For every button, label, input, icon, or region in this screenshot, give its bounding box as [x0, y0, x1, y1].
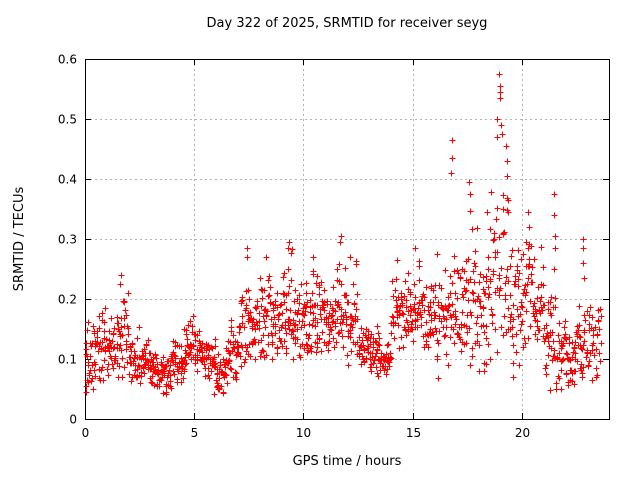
- plot-frame: [85, 59, 610, 420]
- y-tick-label: 0.5: [58, 113, 77, 127]
- y-tick-label: 0.2: [58, 293, 77, 307]
- y-tick-label: 0.4: [58, 173, 77, 187]
- tick-label-layer: 0 5 10 15 20 0 0.1 0.2 0.3 0.4 0.5 0.6: [58, 53, 530, 441]
- x-tick-label: 15: [406, 426, 421, 440]
- plot-border: [85, 59, 610, 420]
- x-tick-label: 0: [82, 426, 90, 440]
- x-axis-label: GPS time / hours: [293, 454, 402, 469]
- y-axis-label: SRMTID / TECUs: [12, 187, 27, 292]
- x-tick-label: 10: [296, 426, 311, 440]
- y-tick-label: 0.3: [58, 233, 77, 247]
- chart-title: Day 322 of 2025, SRMTID for receiver sey…: [207, 16, 488, 31]
- data-point-markers: [83, 71, 605, 398]
- x-tick-label: 20: [515, 426, 530, 440]
- x-tick-label: 5: [191, 426, 199, 440]
- scatter-points: [83, 71, 605, 398]
- y-tick-label: 0.6: [58, 53, 77, 67]
- y-tick-label: 0.1: [58, 353, 77, 367]
- y-tick-label: 0: [69, 413, 77, 427]
